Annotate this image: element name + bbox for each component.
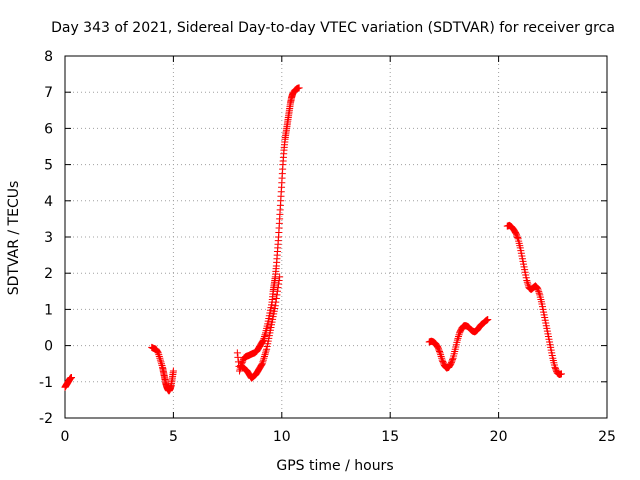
data-point xyxy=(535,288,543,296)
y-tick-label: 2 xyxy=(44,266,53,282)
x-tick-label: 25 xyxy=(598,429,616,445)
data-point xyxy=(153,347,161,355)
data-point xyxy=(534,284,542,292)
data-point xyxy=(272,298,280,306)
data-point xyxy=(158,362,166,370)
data-point xyxy=(523,278,531,286)
x-tick-label: 0 xyxy=(61,429,70,445)
data-point xyxy=(446,362,454,370)
data-point xyxy=(533,283,541,291)
y-tick-label: -1 xyxy=(39,375,53,391)
data-point xyxy=(236,367,244,375)
data-point xyxy=(273,287,281,295)
x-axis-label: GPS time / hours xyxy=(276,458,393,474)
x-tick-label: 10 xyxy=(273,429,291,445)
data-point xyxy=(262,349,270,357)
data-point xyxy=(271,302,279,310)
data-point xyxy=(433,342,441,350)
x-tick-label: 20 xyxy=(490,429,508,445)
data-point xyxy=(438,354,446,362)
data-point xyxy=(260,333,268,341)
series-segment-3 xyxy=(233,84,303,375)
data-point xyxy=(437,352,445,360)
y-tick-label: 5 xyxy=(44,158,53,174)
data-point xyxy=(260,352,268,360)
data-point xyxy=(156,354,164,362)
series-segment-5 xyxy=(503,221,565,379)
x-tick-label: 15 xyxy=(381,429,399,445)
y-tick-label: 6 xyxy=(44,121,53,137)
data-point xyxy=(436,349,444,357)
data-point xyxy=(272,295,280,303)
data-point xyxy=(436,347,444,355)
data-point xyxy=(274,284,282,292)
data-point xyxy=(295,84,303,92)
y-tick-label: 1 xyxy=(44,302,53,318)
data-point xyxy=(437,351,445,359)
data-point xyxy=(275,276,283,284)
data-point xyxy=(524,280,532,288)
data-point xyxy=(233,349,241,357)
y-tick-label: -2 xyxy=(39,411,53,427)
data-point xyxy=(155,351,163,359)
data-point xyxy=(557,370,565,378)
data-point xyxy=(259,358,267,366)
data-point xyxy=(275,280,283,288)
data-point xyxy=(259,336,267,344)
data-point xyxy=(234,353,242,361)
data-point xyxy=(454,333,462,341)
data-point xyxy=(261,331,269,339)
series-segment-4 xyxy=(425,316,492,372)
data-point xyxy=(511,228,519,236)
data-point xyxy=(260,354,268,362)
data-point xyxy=(455,331,463,339)
plot-frame xyxy=(64,55,608,419)
series-segment-1 xyxy=(61,373,76,391)
y-tick-label: 3 xyxy=(44,230,53,246)
data-point xyxy=(262,347,270,355)
data-point xyxy=(523,276,531,284)
data-point xyxy=(273,291,281,299)
tick-labels: 0 5 10 15 20 25 -2 -1 0 1 2 3 4 5 6 7 8 xyxy=(39,49,616,445)
y-tick-label: 0 xyxy=(44,339,53,355)
data-points xyxy=(61,84,565,395)
data-point xyxy=(258,338,266,346)
data-point xyxy=(169,367,177,375)
data-point xyxy=(484,316,492,324)
data-point xyxy=(68,373,76,381)
data-point xyxy=(258,360,266,368)
y-tick-label: 8 xyxy=(44,49,53,65)
data-point xyxy=(259,356,267,364)
y-tick-label: 7 xyxy=(44,85,53,101)
data-point xyxy=(454,334,462,342)
data-point xyxy=(261,351,269,359)
data-point xyxy=(535,289,543,297)
data-point xyxy=(276,273,284,281)
data-point xyxy=(155,352,163,360)
data-point xyxy=(514,233,522,241)
data-point xyxy=(157,360,165,368)
data-point xyxy=(453,336,461,344)
series-segment-2 xyxy=(148,343,177,395)
data-point xyxy=(534,286,542,294)
chart-title: Day 343 of 2021, Sidereal Day-to-day VTE… xyxy=(51,20,615,36)
data-point xyxy=(257,362,265,370)
series-segment-3b xyxy=(237,273,284,382)
data-point xyxy=(154,349,162,357)
data-point xyxy=(449,356,457,364)
data-point xyxy=(157,358,165,366)
y-axis-label: SDTVAR / TECUs xyxy=(6,181,22,296)
data-point xyxy=(156,356,164,364)
x-tick-label: 5 xyxy=(169,429,178,445)
y-tick-label: 4 xyxy=(44,194,53,210)
grid-lines xyxy=(65,56,607,418)
